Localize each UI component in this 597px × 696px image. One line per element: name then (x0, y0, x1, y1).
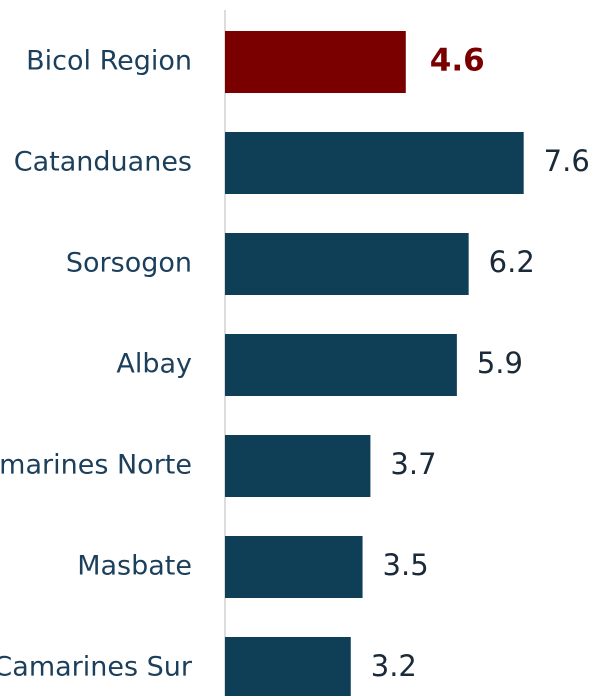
category-label: Camarines Sur (0, 652, 193, 683)
category-label: Camarines Norte (0, 450, 192, 481)
bar (225, 637, 351, 696)
category-label: Catanduanes (14, 147, 192, 178)
value-label: 6.2 (489, 245, 535, 279)
bar (225, 132, 524, 194)
bar (225, 31, 406, 93)
value-label: 4.6 (430, 43, 485, 79)
value-label: 3.7 (390, 447, 436, 481)
bar (225, 233, 469, 295)
value-label: 5.9 (477, 346, 523, 380)
value-label: 3.5 (383, 548, 429, 582)
category-label: Sorsogon (66, 248, 192, 279)
bar (225, 435, 371, 497)
value-label: 7.6 (544, 144, 590, 178)
category-label: Masbate (77, 551, 192, 582)
value-label: 3.2 (371, 649, 417, 683)
bar (225, 334, 457, 396)
bar (225, 536, 363, 598)
category-label: Albay (116, 349, 192, 380)
category-label: Bicol Region (26, 46, 192, 77)
